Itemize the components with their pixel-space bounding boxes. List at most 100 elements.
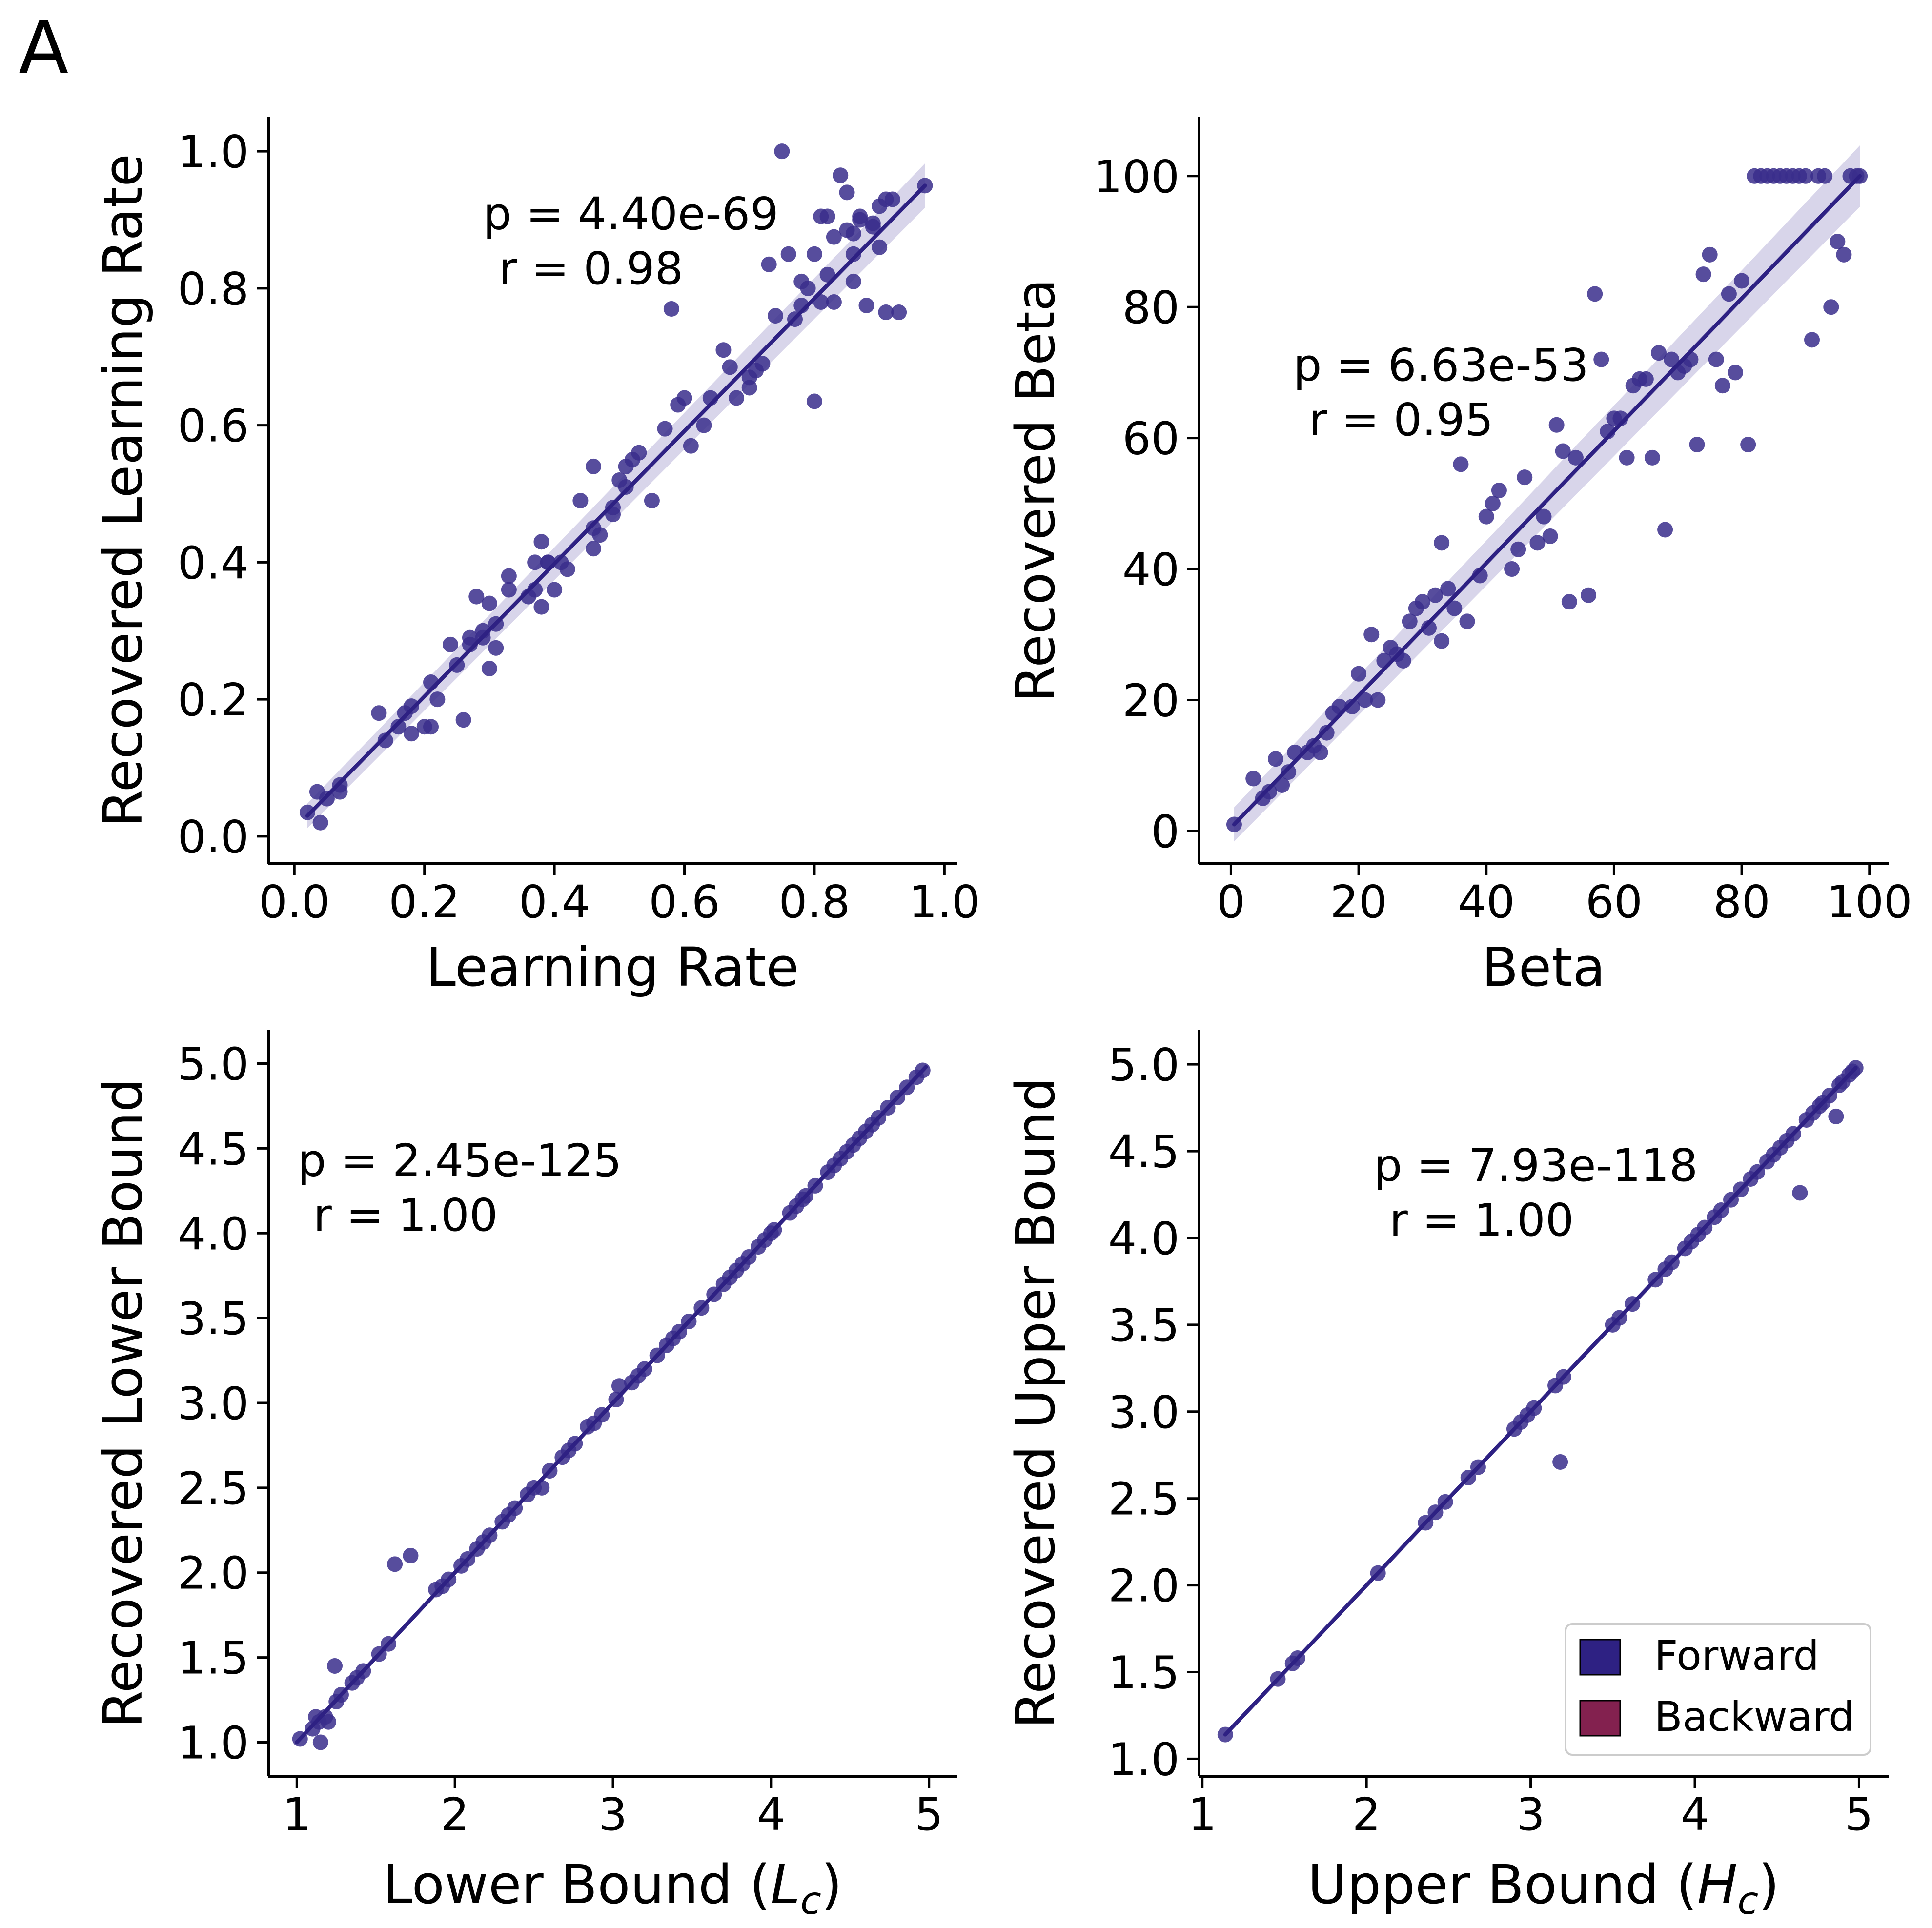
data-point bbox=[390, 719, 407, 735]
p-value-annotation: p = 2.45e-125 bbox=[298, 1135, 622, 1187]
data-point bbox=[1792, 1185, 1808, 1201]
data-point bbox=[1689, 437, 1705, 453]
data-point bbox=[1734, 273, 1750, 289]
data-point bbox=[1561, 594, 1577, 610]
data-point bbox=[1651, 345, 1667, 361]
data-point bbox=[1593, 351, 1609, 367]
y-tick-label: 3.5 bbox=[1108, 1299, 1180, 1352]
data-point bbox=[878, 304, 894, 321]
data-point bbox=[663, 301, 679, 317]
data-point bbox=[1517, 469, 1533, 486]
data-point bbox=[657, 421, 673, 437]
x-tick-label: 0.6 bbox=[649, 876, 720, 928]
data-point bbox=[1638, 371, 1654, 387]
regression-line bbox=[1232, 174, 1862, 827]
data-point bbox=[1344, 698, 1360, 714]
data-point bbox=[631, 445, 647, 461]
data-point bbox=[1702, 246, 1718, 263]
data-point bbox=[1478, 508, 1494, 525]
data-point bbox=[852, 212, 868, 228]
data-point bbox=[387, 1556, 403, 1572]
data-point bbox=[501, 582, 517, 598]
x-tick-label: 3 bbox=[1516, 1788, 1545, 1841]
y-tick-label: 1.0 bbox=[1108, 1733, 1180, 1786]
data-point bbox=[429, 691, 446, 708]
data-point bbox=[1491, 483, 1507, 498]
data-point bbox=[826, 294, 842, 310]
data-point bbox=[1581, 587, 1597, 603]
data-point bbox=[683, 438, 699, 454]
y-tick-label: 2.0 bbox=[178, 1547, 249, 1600]
y-tick-label: 2.5 bbox=[178, 1462, 249, 1515]
data-point bbox=[533, 534, 549, 550]
data-point bbox=[1536, 508, 1552, 525]
x-axis-label: Beta bbox=[1482, 936, 1606, 998]
legend: Forward Backward bbox=[1565, 1623, 1871, 1756]
y-tick-label: 80 bbox=[1122, 282, 1180, 334]
data-point bbox=[1363, 627, 1380, 643]
data-point bbox=[1695, 266, 1711, 283]
data-point bbox=[1504, 561, 1520, 577]
data-point bbox=[1552, 1454, 1568, 1470]
data-point bbox=[586, 458, 602, 474]
p-value-annotation: p = 4.40e-69 bbox=[483, 188, 779, 240]
data-point bbox=[423, 719, 439, 735]
data-point bbox=[404, 698, 420, 714]
data-point bbox=[488, 640, 504, 656]
data-point bbox=[481, 595, 497, 611]
p-value-annotation: p = 7.93e-118 bbox=[1374, 1139, 1698, 1192]
data-point bbox=[1542, 528, 1558, 544]
data-point bbox=[1395, 652, 1411, 669]
data-point bbox=[845, 273, 861, 289]
data-point bbox=[774, 143, 790, 160]
x-tick-label: 4 bbox=[1681, 1788, 1709, 1841]
data-point bbox=[533, 599, 549, 615]
data-point bbox=[858, 298, 874, 314]
p-value-annotation: p = 6.63e-53 bbox=[1293, 339, 1589, 391]
y-tick-label: 0.0 bbox=[178, 811, 249, 863]
chart-panel-2: 0 20 40 60 80 100 0 20 40 60 80 100 Beta Recovered Be… bbox=[1004, 117, 1912, 998]
data-point bbox=[644, 493, 660, 509]
data-point bbox=[865, 219, 881, 235]
data-point bbox=[1529, 535, 1546, 551]
data-point bbox=[1548, 417, 1565, 433]
data-point bbox=[884, 191, 900, 207]
y-tick-label: 4.5 bbox=[178, 1123, 249, 1175]
data-point bbox=[1804, 332, 1820, 348]
data-point bbox=[1797, 168, 1813, 184]
y-tick-label: 3.5 bbox=[178, 1293, 249, 1345]
data-point bbox=[1312, 744, 1328, 760]
data-point bbox=[468, 589, 485, 605]
data-point bbox=[327, 1658, 343, 1674]
data-point bbox=[1357, 692, 1373, 708]
r-value-annotation: r = 0.98 bbox=[499, 243, 683, 295]
y-tick-label: 0 bbox=[1151, 806, 1180, 858]
y-axis-label: Recovered Beta bbox=[1004, 279, 1067, 703]
panel-label: A bbox=[19, 6, 69, 91]
y-tick-label: 40 bbox=[1122, 544, 1180, 596]
x-tick-label: 5 bbox=[1845, 1788, 1873, 1841]
data-point bbox=[1817, 168, 1833, 184]
y-tick-label: 4.0 bbox=[178, 1208, 249, 1260]
data-point bbox=[1830, 234, 1846, 249]
data-point bbox=[768, 308, 784, 324]
data-point bbox=[891, 304, 907, 321]
x-tick-label: 4 bbox=[757, 1788, 786, 1841]
data-point bbox=[1427, 587, 1444, 603]
data-point bbox=[1828, 1108, 1844, 1124]
data-point bbox=[800, 280, 816, 296]
x-tick-label: 0.4 bbox=[519, 876, 590, 928]
data-point bbox=[1657, 522, 1673, 538]
data-point bbox=[1555, 443, 1571, 459]
x-tick-label: 60 bbox=[1586, 876, 1643, 928]
data-point bbox=[1714, 378, 1730, 394]
data-point bbox=[1644, 449, 1660, 466]
data-point bbox=[377, 732, 393, 749]
x-axis-label: Learning Rate bbox=[426, 936, 799, 998]
data-point bbox=[1440, 581, 1456, 597]
legend-label: Forward bbox=[1654, 1632, 1819, 1680]
data-point bbox=[1664, 351, 1680, 367]
confidence-band bbox=[1234, 145, 1860, 842]
data-point bbox=[1402, 613, 1418, 629]
data-point bbox=[872, 239, 888, 255]
